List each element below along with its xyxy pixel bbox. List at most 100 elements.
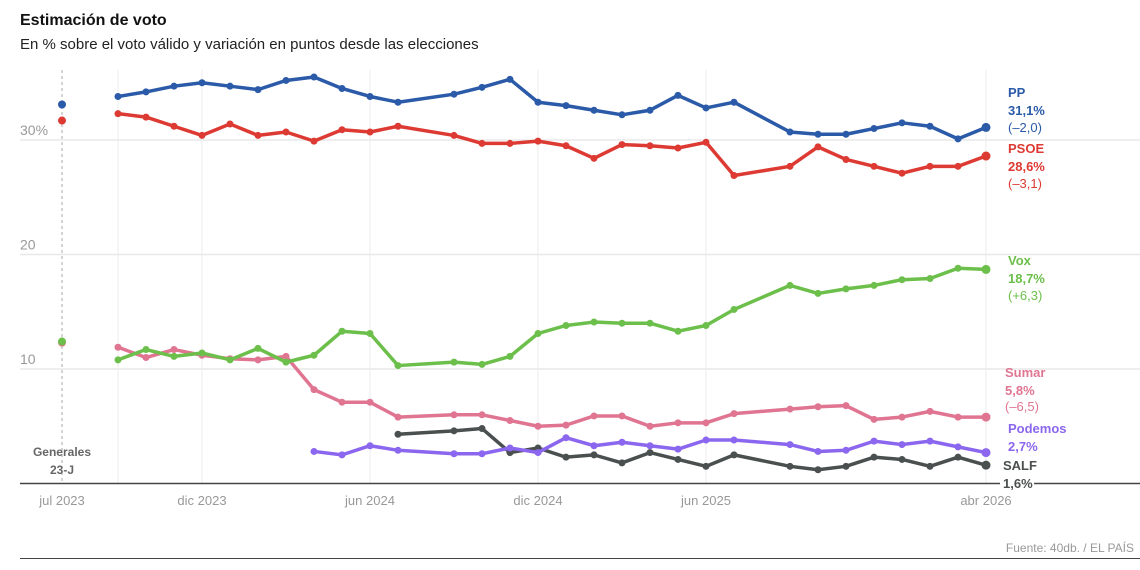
data-point-pp (506, 75, 514, 83)
series-value-pp: 31,1% (1008, 103, 1045, 118)
data-point-sumar (954, 413, 962, 421)
series-name-sumar: Sumar (1005, 365, 1045, 380)
data-point-pp (590, 106, 598, 114)
source-note: Fuente: 40db. / EL PAÍS (1005, 541, 1134, 555)
data-point-vox (282, 358, 290, 366)
series-psoe (58, 110, 991, 179)
series-line-salf (396, 426, 988, 472)
data-point-vox (898, 276, 906, 284)
data-point-podemos (366, 442, 374, 450)
data-point-sumar (450, 411, 458, 419)
data-point-salf (786, 462, 794, 470)
data-point-sumar (310, 386, 318, 394)
data-point-psoe (646, 142, 654, 150)
data-point-podemos (310, 447, 318, 455)
chart-title: Estimación de voto (20, 12, 167, 29)
data-point-psoe (142, 113, 150, 121)
data-point-podemos (842, 446, 850, 454)
data-point-pp (618, 111, 626, 119)
x-tick-label: dic 2023 (177, 493, 226, 508)
data-point-vox (814, 289, 822, 297)
y-tick-label: 20 (20, 237, 36, 253)
data-point-vox (534, 330, 542, 338)
x-tick-label: jun 2025 (680, 493, 731, 508)
data-point-salf (981, 460, 991, 470)
series-change-vox: (+6,3) (1008, 288, 1042, 303)
data-point-salf (730, 451, 738, 459)
data-point-vox (842, 285, 850, 293)
data-point-sumar (618, 412, 626, 420)
series-value-salf: 1,6% (1003, 476, 1033, 491)
data-point-vox (338, 327, 346, 335)
data-point-podemos (394, 446, 402, 454)
series-sumar (58, 338, 991, 430)
data-point-sumar (562, 421, 570, 429)
data-point-sumar (114, 343, 122, 351)
data-point-pp (198, 79, 206, 87)
data-point-psoe (226, 120, 234, 128)
data-point-salf (478, 425, 486, 433)
election-label-line1: Generales (33, 445, 91, 459)
election-label-line2: 23-J (50, 463, 74, 477)
data-point-sumar (786, 405, 794, 413)
data-point-psoe (898, 169, 906, 177)
data-point-psoe (534, 137, 542, 145)
data-point-sumar (534, 422, 542, 430)
data-point-pp (394, 98, 402, 106)
data-point-psoe (814, 143, 822, 151)
data-point-pp (954, 135, 962, 143)
data-point-vox (366, 330, 374, 338)
data-point-psoe (310, 137, 318, 145)
data-point-psoe (954, 162, 962, 170)
data-point-psoe (394, 122, 402, 130)
series-value-vox: 18,7% (1008, 271, 1045, 286)
data-point-salf (646, 449, 654, 457)
data-point-pp (170, 82, 178, 90)
data-point-pp (338, 84, 346, 92)
data-point-sumar (981, 412, 991, 422)
series-podemos (310, 434, 991, 459)
data-point-vox (786, 281, 794, 289)
data-point-podemos (562, 434, 570, 442)
series-value-psoe: 28,6% (1008, 159, 1045, 174)
series-change-sumar: (–6,5) (1005, 399, 1039, 414)
data-point-psoe (562, 142, 570, 150)
x-tick-label: jul 2023 (38, 493, 85, 508)
data-point-sumar (730, 410, 738, 418)
series-vox (58, 264, 991, 370)
bottom-rule (20, 558, 1140, 559)
series-name-podemos: Podemos (1008, 421, 1067, 436)
data-point-pp (114, 92, 122, 100)
data-point-salf (814, 466, 822, 474)
chart-subtitle: En % sobre el voto válido y variación en… (20, 36, 479, 53)
data-point-psoe (926, 162, 934, 170)
data-point-podemos (730, 436, 738, 444)
data-point-pp (450, 90, 458, 98)
series-line-sumar (116, 345, 988, 428)
data-point-psoe (702, 138, 710, 146)
y-tick-label: 30% (20, 122, 48, 138)
data-point-salf (618, 459, 626, 467)
data-point-sumar (646, 422, 654, 430)
data-point-psoe (730, 171, 738, 179)
series-name-salf: SALF (1003, 458, 1037, 473)
series-line-pp (116, 75, 988, 141)
data-point-pp (282, 76, 290, 84)
data-point-podemos (534, 449, 542, 457)
data-point-vox (590, 318, 598, 326)
data-point-pp (730, 98, 738, 106)
data-point-vox (618, 319, 626, 327)
data-point-vox (478, 360, 486, 368)
data-point-psoe (282, 128, 290, 136)
data-point-vox (646, 319, 654, 327)
data-point-vox (702, 321, 710, 329)
data-point-vox (114, 356, 122, 364)
data-point-vox (142, 346, 150, 354)
data-point-sumar (702, 419, 710, 427)
data-point-pp (981, 122, 991, 132)
y-tick-label: 10 (20, 351, 36, 367)
data-point-podemos (338, 451, 346, 459)
series-name-psoe: PSOE (1008, 141, 1044, 156)
data-point-psoe (254, 131, 262, 139)
